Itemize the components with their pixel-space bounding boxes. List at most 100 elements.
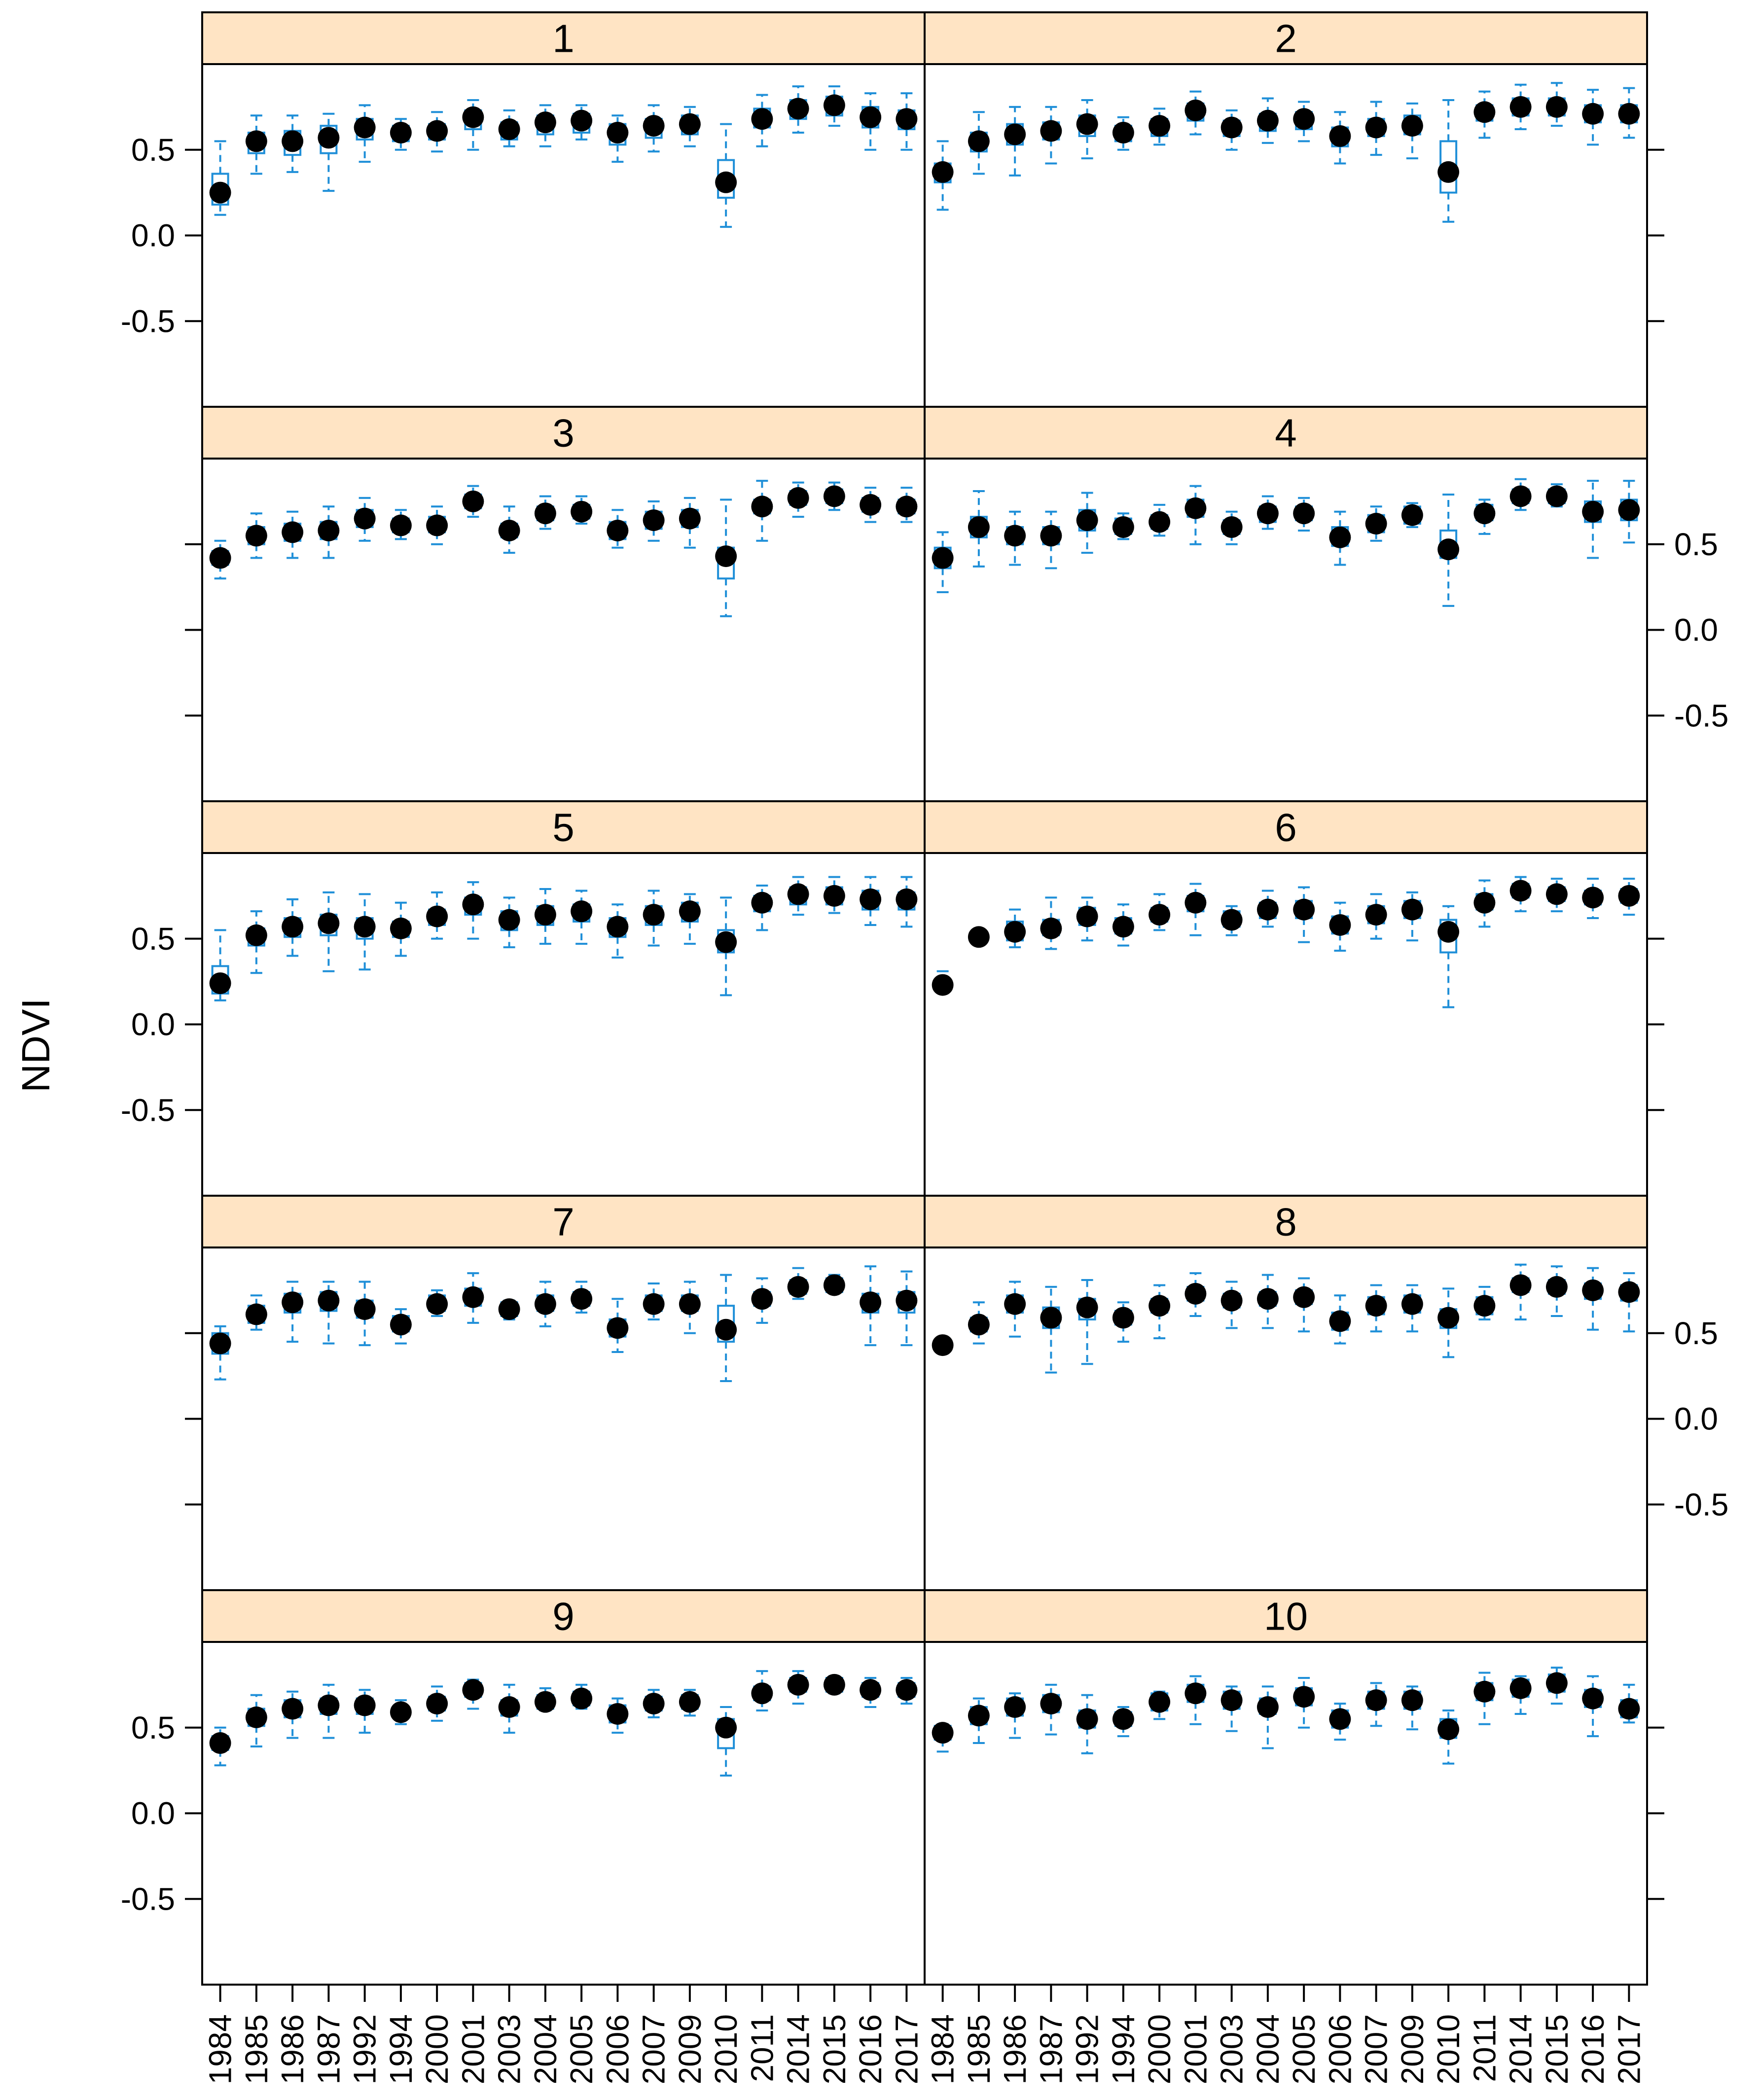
median-point bbox=[354, 507, 376, 530]
x-tick-label: 2003 bbox=[1214, 2014, 1250, 2084]
median-point bbox=[1545, 1276, 1568, 1298]
median-point bbox=[643, 509, 665, 532]
median-point bbox=[751, 1288, 773, 1310]
median-point bbox=[1149, 904, 1171, 926]
median-point bbox=[607, 916, 629, 938]
median-point bbox=[1545, 96, 1568, 118]
median-point bbox=[1221, 1689, 1243, 1711]
median-point bbox=[1076, 1708, 1098, 1730]
median-point bbox=[318, 1694, 340, 1716]
x-tick-label: 2016 bbox=[1575, 2014, 1611, 2084]
panel-strip bbox=[201, 1589, 926, 1643]
median-point bbox=[1185, 497, 1207, 519]
median-point bbox=[245, 1303, 267, 1325]
panel-strip bbox=[924, 11, 1648, 65]
panel-frame bbox=[924, 458, 1648, 802]
median-point bbox=[787, 1673, 809, 1696]
median-point bbox=[426, 514, 448, 536]
median-point bbox=[426, 905, 448, 927]
x-tick-label: 2014 bbox=[1503, 2014, 1539, 2084]
median-point bbox=[715, 171, 737, 193]
median-point bbox=[1545, 485, 1568, 507]
median-point bbox=[1401, 115, 1423, 137]
median-point bbox=[534, 502, 556, 525]
median-point bbox=[932, 161, 954, 183]
median-point bbox=[390, 514, 412, 536]
median-point bbox=[607, 519, 629, 541]
median-point bbox=[1329, 1310, 1351, 1332]
median-point bbox=[1112, 516, 1134, 538]
median-point bbox=[1256, 109, 1279, 132]
median-point bbox=[426, 1293, 448, 1315]
panel-frame bbox=[201, 63, 926, 408]
median-point bbox=[245, 130, 267, 152]
panel-frame bbox=[924, 1246, 1648, 1591]
y-tick-label: -0.5 bbox=[121, 303, 175, 339]
median-point bbox=[1329, 125, 1351, 147]
median-point bbox=[1040, 525, 1062, 547]
median-point bbox=[571, 1687, 593, 1709]
median-point bbox=[245, 1706, 267, 1728]
median-point bbox=[1473, 1295, 1496, 1317]
median-point bbox=[426, 120, 448, 142]
median-point bbox=[1004, 525, 1026, 547]
x-tick-label: 1986 bbox=[997, 2014, 1033, 2084]
x-tick-label: 2016 bbox=[853, 2014, 888, 2084]
median-point bbox=[390, 917, 412, 939]
median-point bbox=[1293, 502, 1315, 525]
median-point bbox=[1401, 1689, 1423, 1711]
median-point bbox=[1437, 1718, 1460, 1741]
median-point bbox=[1040, 917, 1062, 939]
x-tick-label: 1986 bbox=[275, 2014, 310, 2084]
median-point bbox=[462, 1286, 484, 1308]
x-tick-label: 2006 bbox=[600, 2014, 635, 2084]
median-point bbox=[607, 122, 629, 143]
panel-strip bbox=[924, 1589, 1648, 1643]
median-point bbox=[1365, 116, 1387, 139]
median-point bbox=[1040, 1693, 1062, 1715]
median-point bbox=[209, 972, 231, 995]
median-point bbox=[1509, 1274, 1532, 1296]
median-point bbox=[968, 1705, 990, 1727]
median-point bbox=[1365, 513, 1387, 535]
median-point bbox=[462, 1679, 484, 1701]
median-point bbox=[751, 891, 773, 914]
median-point bbox=[643, 904, 665, 926]
median-point bbox=[245, 525, 267, 547]
median-point bbox=[354, 1694, 376, 1716]
median-point bbox=[751, 108, 773, 130]
median-point bbox=[1256, 502, 1279, 525]
x-tick-label: 2007 bbox=[636, 2014, 672, 2084]
median-point bbox=[643, 1293, 665, 1315]
median-point bbox=[1185, 1282, 1207, 1305]
median-point bbox=[896, 496, 918, 518]
median-point bbox=[1509, 880, 1532, 902]
panel-strip bbox=[201, 11, 926, 65]
y-tick-label: -0.5 bbox=[1674, 1487, 1728, 1522]
median-point bbox=[1582, 103, 1604, 125]
y-tick-label: -0.5 bbox=[1674, 698, 1728, 733]
median-point bbox=[607, 1317, 629, 1339]
median-point bbox=[1293, 898, 1315, 921]
median-point bbox=[1582, 1279, 1604, 1301]
median-point bbox=[462, 106, 484, 128]
x-tick-label: 2007 bbox=[1359, 2014, 1394, 2084]
x-tick-label: 2010 bbox=[708, 2014, 744, 2084]
y-tick-label: 0.0 bbox=[131, 1007, 175, 1042]
median-point bbox=[679, 1293, 701, 1315]
x-tick-label: 2005 bbox=[1286, 2014, 1322, 2084]
x-tick-label: 2011 bbox=[1467, 2014, 1502, 2082]
median-point bbox=[1329, 526, 1351, 548]
median-point bbox=[715, 1716, 737, 1739]
median-point bbox=[1545, 883, 1568, 905]
panel-label: 2 bbox=[1275, 17, 1297, 61]
median-point bbox=[390, 1314, 412, 1336]
median-point bbox=[787, 98, 809, 120]
median-point bbox=[1473, 1680, 1496, 1703]
panel-strip bbox=[924, 800, 1648, 854]
x-tick-label: 1994 bbox=[383, 2014, 419, 2084]
median-point bbox=[209, 1332, 231, 1354]
median-point bbox=[1040, 120, 1062, 142]
median-point bbox=[390, 122, 412, 143]
